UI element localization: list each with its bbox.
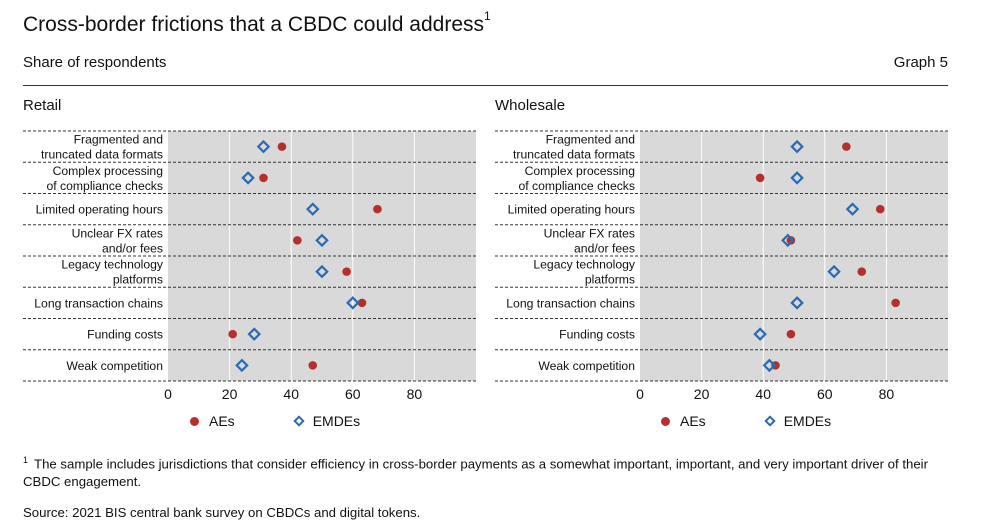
wholesale-chart: Fragmented and truncated data formatsComp… (495, 130, 948, 402)
emdes-point (346, 296, 360, 310)
footnote: 1 The sample includes jurisdictions that … (23, 455, 928, 490)
emdes-point (315, 264, 329, 279)
category-label: Legacy technology platforms (533, 258, 636, 287)
emdes-point (241, 171, 255, 185)
category-label: Long transaction chains (34, 296, 163, 310)
x-tick-label: 80 (879, 386, 895, 402)
x-tick-label: 80 (407, 386, 423, 402)
aes-marker-icon (661, 416, 670, 426)
emdes-point (781, 233, 795, 248)
category-label: Complex processing of compliance checks (46, 164, 163, 193)
emdes-marker-icon (293, 415, 305, 427)
category-label: Funding costs (87, 328, 163, 342)
emdes-point (790, 171, 804, 185)
retail-chart: Fragmented and truncated data formatsComp… (23, 130, 476, 402)
x-tick-label: 40 (755, 386, 771, 402)
category-label: Fragmented and truncated data formats (41, 133, 163, 162)
category-label: Weak competition (66, 359, 163, 373)
emdes-point (235, 358, 249, 373)
x-tick-label: 0 (636, 386, 644, 402)
chart-subtitle: Share of respondents (23, 54, 167, 71)
category-label: Limited operating hours (508, 203, 635, 217)
category-label: Funding costs (559, 328, 635, 342)
category-label: Limited operating hours (36, 203, 163, 217)
panel-title-wholesale: Wholesale (495, 97, 566, 114)
x-tick-label: 60 (345, 386, 361, 402)
category-label: Legacy technology platforms (61, 258, 164, 287)
category-label: Complex processing of compliance checks (518, 164, 635, 193)
emdes-point (306, 202, 320, 216)
category-label: Fragmented and truncated data formats (513, 133, 635, 162)
category-label: Unclear FX rates and/or fees (544, 226, 635, 255)
legend-item-aes: AEs (661, 413, 706, 429)
x-tick-label: 60 (817, 386, 833, 402)
emdes-point (790, 296, 804, 310)
aes-point (891, 298, 900, 308)
legend-retail: AEs EMDEs (190, 413, 420, 429)
aes-point (755, 173, 765, 183)
aes-point (857, 267, 867, 276)
x-tick-label: 20 (222, 386, 238, 402)
aes-point (786, 329, 796, 339)
legend-item-emdes: EMDEs (293, 413, 360, 429)
aes-point (293, 236, 302, 245)
x-tick-label: 0 (164, 386, 172, 402)
emdes-point (247, 327, 261, 341)
emdes-point (762, 358, 777, 373)
emdes-point (256, 139, 271, 154)
emdes-point (827, 264, 841, 279)
aes-point (842, 142, 851, 151)
category-label: Weak competition (538, 359, 635, 373)
x-tick-label: 40 (283, 386, 299, 402)
aes-point (875, 204, 885, 214)
aes-point (259, 173, 268, 183)
panel-title-retail: Retail (23, 97, 62, 114)
legend-item-emdes: EMDEs (764, 413, 831, 429)
graph-number: Graph 5 (893, 54, 948, 71)
aes-point (786, 236, 796, 245)
category-label: Long transaction chains (506, 296, 635, 310)
legend-wholesale: AEs EMDEs (661, 413, 891, 429)
emdes-point (315, 233, 329, 248)
aes-point (373, 204, 382, 214)
aes-point (342, 267, 351, 276)
legend-item-aes: AEs (190, 413, 235, 429)
emdes-marker-icon (764, 415, 776, 427)
aes-point (277, 142, 287, 151)
aes-point (308, 361, 318, 370)
header-rule (23, 85, 948, 86)
emdes-point (790, 139, 804, 154)
category-label: Unclear FX rates and/or fees (72, 226, 163, 255)
emdes-point (845, 202, 860, 216)
aes-marker-icon (190, 416, 199, 426)
source-note: Source: 2021 BIS central bank survey on … (23, 505, 421, 520)
aes-point (228, 329, 237, 339)
chart-title: Cross-border frictions that a CBDC could… (23, 9, 491, 36)
emdes-point (753, 327, 767, 341)
x-tick-label: 20 (694, 386, 710, 402)
aes-point (357, 298, 367, 308)
